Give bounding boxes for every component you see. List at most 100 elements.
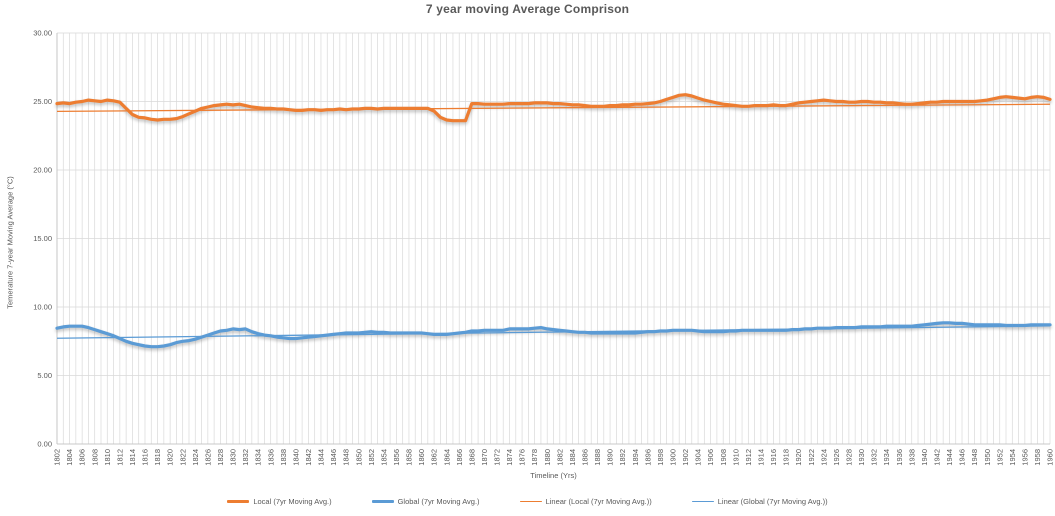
x-tick-label: 1848 <box>342 449 351 466</box>
x-tick-label: 1924 <box>819 449 828 466</box>
series-line-0 <box>55 93 1052 123</box>
x-tick-label: 1886 <box>581 449 590 466</box>
y-tick-label: 30.00 <box>33 29 52 38</box>
x-tick-label: 1842 <box>304 449 313 466</box>
x-tick-label: 1850 <box>354 449 363 466</box>
x-tick-label: 1936 <box>895 449 904 466</box>
x-tick-label: 1866 <box>455 449 464 466</box>
x-tick-label: 1820 <box>166 449 175 466</box>
x-tick-label: 1920 <box>794 449 803 466</box>
x-tick-label: 1872 <box>493 449 502 466</box>
x-tick-label: 1918 <box>782 449 791 466</box>
x-tick-label: 1846 <box>329 449 338 466</box>
x-tick-label: 1960 <box>1046 449 1055 466</box>
x-tick-label: 1958 <box>1033 449 1042 466</box>
x-tick-label: 1952 <box>995 449 1004 466</box>
x-tick-label: 1836 <box>266 449 275 466</box>
x-tick-label: 1862 <box>430 449 439 466</box>
legend-label: Global (7yr Moving Avg.) <box>397 497 480 506</box>
x-tick-label: 1838 <box>279 449 288 466</box>
legend-line-marker <box>691 500 714 503</box>
trendline-2 <box>56 103 1051 113</box>
x-tick-label: 1904 <box>694 449 703 466</box>
x-tick-label: 1908 <box>719 449 728 466</box>
x-tick-label: 1812 <box>115 449 124 466</box>
x-tick-label: 1824 <box>191 449 200 466</box>
legend-line-marker <box>371 499 394 504</box>
x-tick-label: 1856 <box>392 449 401 466</box>
legend-item-0: Local (7yr Moving Avg.) <box>227 497 332 506</box>
x-tick-label: 1858 <box>405 449 414 466</box>
x-tick-label: 1884 <box>568 449 577 466</box>
x-tick-label: 1894 <box>631 449 640 466</box>
x-tick-label: 1922 <box>807 449 816 466</box>
x-tick-label: 1956 <box>1020 449 1029 466</box>
x-tick-label: 1912 <box>744 449 753 466</box>
x-tick-label: 1880 <box>543 449 552 466</box>
x-tick-label: 1878 <box>530 449 539 466</box>
x-tick-label: 1888 <box>593 449 602 466</box>
x-tick-label: 1852 <box>367 449 376 466</box>
x-tick-label: 1832 <box>241 449 250 466</box>
legend-line-marker <box>519 500 542 503</box>
legend: Local (7yr Moving Avg.) Global (7yr Movin… <box>0 497 1055 506</box>
x-tick-label: 1814 <box>128 449 137 466</box>
x-tick-label: 1954 <box>1008 449 1017 466</box>
x-tick-label: 1830 <box>229 449 238 466</box>
legend-item-2: Linear (Local (7yr Moving Avg.)) <box>519 497 652 506</box>
x-tick-labels: 1802 1804 1806 1808 1810 1812 1814 1816 1818 1820… <box>53 449 1055 466</box>
x-tick-label: 1930 <box>857 449 866 466</box>
x-tick-label: 1868 <box>467 449 476 466</box>
x-tick-label: 1910 <box>731 449 740 466</box>
legend-label: Linear (Global (7yr Moving Avg.)) <box>717 497 828 506</box>
x-tick-label: 1806 <box>78 449 87 466</box>
x-tick-label: 1946 <box>958 449 967 466</box>
legend-label: Local (7yr Moving Avg.) <box>253 497 332 506</box>
y-tick-label: 0.00 <box>37 440 52 449</box>
x-tick-label: 1826 <box>203 449 212 466</box>
x-tick-label: 1942 <box>932 449 941 466</box>
y-tick-label: 15.00 <box>33 234 52 243</box>
x-tick-label: 1896 <box>643 449 652 466</box>
chart-title: 7 year moving Average Comprison <box>425 2 630 16</box>
x-tick-label: 1928 <box>844 449 853 466</box>
x-tick-label: 1808 <box>90 449 99 466</box>
x-tick-label: 1948 <box>970 449 979 466</box>
series-line-1 <box>55 321 1052 349</box>
x-tick-label: 1914 <box>756 449 765 466</box>
x-tick-label: 1840 <box>291 449 300 466</box>
x-tick-label: 1874 <box>505 449 514 466</box>
trendline-3 <box>56 325 1051 339</box>
x-tick-label: 1810 <box>103 449 112 466</box>
x-tick-label: 1844 <box>317 449 326 466</box>
x-tick-label: 1940 <box>920 449 929 466</box>
x-tick-label: 1890 <box>606 449 615 466</box>
x-tick-label: 1906 <box>706 449 715 466</box>
y-tick-label: 5.00 <box>37 371 52 380</box>
x-tick-label: 1822 <box>178 449 187 466</box>
x-tick-label: 1876 <box>518 449 527 466</box>
y-tick-label: 25.00 <box>33 97 52 106</box>
legend-item-1: Global (7yr Moving Avg.) <box>371 497 480 506</box>
x-tick-label: 1934 <box>882 449 891 466</box>
x-tick-label: 1916 <box>769 449 778 466</box>
x-tick-label: 1898 <box>656 449 665 466</box>
x-tick-label: 1902 <box>681 449 690 466</box>
x-tick-label: 1882 <box>555 449 564 466</box>
x-tick-label: 1870 <box>480 449 489 466</box>
x-tick-label: 1900 <box>669 449 678 466</box>
legend-item-3: Linear (Global (7yr Moving Avg.)) <box>691 497 828 506</box>
x-tick-label: 1932 <box>870 449 879 466</box>
x-tick-label: 1834 <box>254 449 263 466</box>
x-tick-label: 1938 <box>907 449 916 466</box>
x-tick-label: 1818 <box>153 449 162 466</box>
legend-label: Linear (Local (7yr Moving Avg.)) <box>545 497 652 506</box>
y-tick-label: 20.00 <box>33 166 52 175</box>
x-axis-title: Timeline (Yrs) <box>530 471 577 480</box>
x-tick-label: 1854 <box>379 449 388 466</box>
x-tick-label: 1802 <box>53 449 62 466</box>
x-tick-label: 1926 <box>832 449 841 466</box>
x-tick-label: 1804 <box>65 449 74 466</box>
